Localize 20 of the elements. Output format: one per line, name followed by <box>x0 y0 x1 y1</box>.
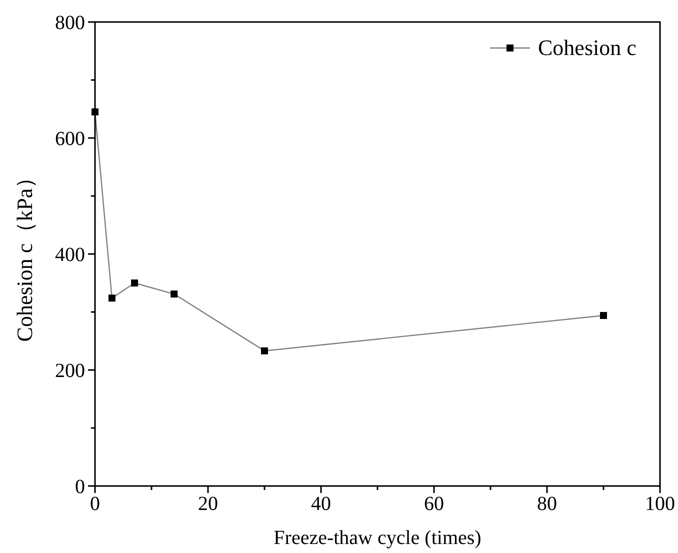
point <box>600 312 607 319</box>
x-tick-label: 60 <box>424 493 444 515</box>
point <box>108 294 116 302</box>
x-tick-label: 40 <box>311 493 331 515</box>
y-tick-label: 600 <box>55 128 85 150</box>
x-axis-title: Freeze-thaw cycle (times) <box>274 527 482 549</box>
y-tick-label: 200 <box>55 360 85 382</box>
y-tick-label: 800 <box>55 12 85 34</box>
x-tick-label: 100 <box>645 493 675 515</box>
y-axis-title: Cohesion c（kPa） <box>12 166 37 342</box>
legend-label: Cohesion c <box>538 35 637 60</box>
x-tick-label: 20 <box>198 493 218 515</box>
x-tick-label: 0 <box>90 493 100 515</box>
y-tick-label: 0 <box>75 476 85 498</box>
point <box>131 280 138 286</box>
point <box>170 290 178 298</box>
point <box>261 347 268 354</box>
x-tick-label: 80 <box>537 493 557 515</box>
point <box>92 108 98 116</box>
y-tick-label: 400 <box>55 244 85 266</box>
